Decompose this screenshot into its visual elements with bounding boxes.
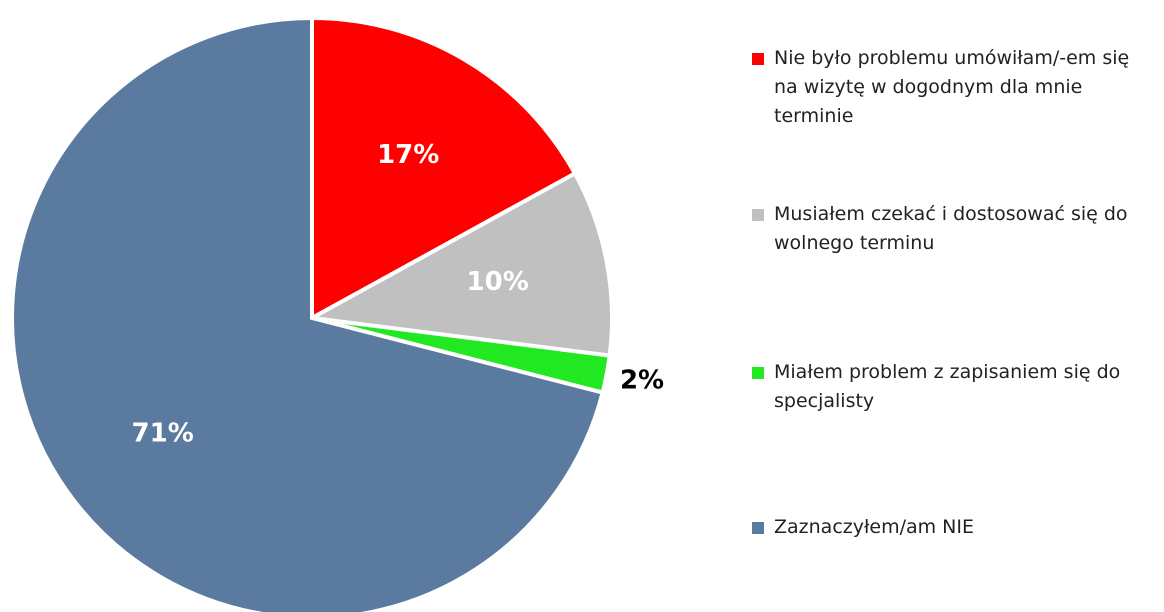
legend-swatch [752, 53, 764, 65]
legend-label: Musiałem czekać i dostosować się do woln… [774, 203, 1128, 254]
slice-label: 17% [377, 140, 439, 170]
pie-slice [305, 170, 614, 358]
legend-swatch [752, 367, 764, 379]
legend-label: Miałem problem z zapisaniem się do specj… [774, 361, 1121, 412]
legend-item: Zaznaczyłem/am NIE [752, 513, 1157, 542]
legend-swatch [752, 522, 764, 534]
legend-label: Zaznaczyłem/am NIE [774, 516, 974, 538]
pie-slice [310, 15, 578, 322]
legend-label: Nie było problemu umówiłam/-em się na wi… [774, 47, 1130, 127]
slice-label: 2% [620, 365, 664, 395]
legend-swatch [752, 209, 764, 221]
legend-item: Nie było problemu umówiłam/-em się na wi… [752, 44, 1157, 131]
pie-slice [10, 15, 606, 612]
legend-item: Musiałem czekać i dostosować się do woln… [752, 200, 1157, 258]
legend-item: Miałem problem z zapisaniem się do specj… [752, 358, 1157, 416]
slice-label: 10% [467, 267, 529, 297]
slice-label: 71% [132, 418, 194, 448]
